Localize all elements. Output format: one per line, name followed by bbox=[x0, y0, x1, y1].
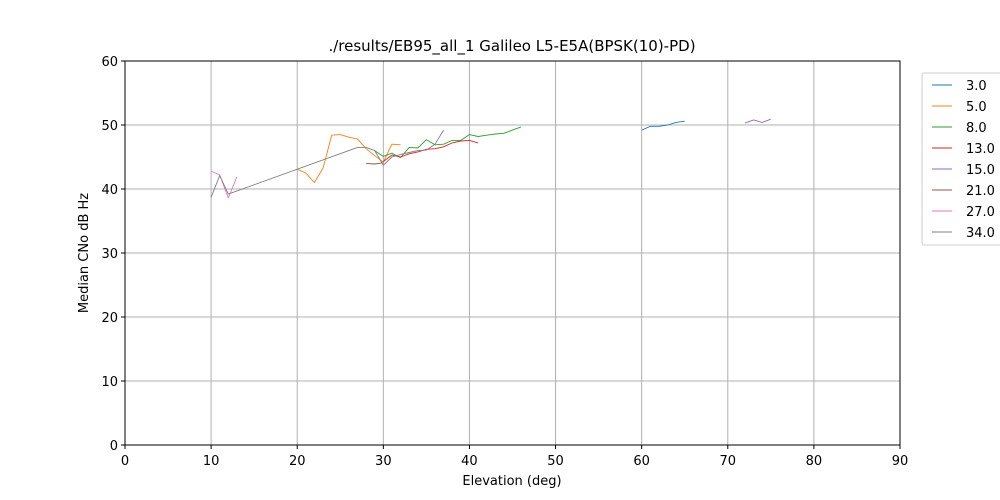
legend-label: 13.0 bbox=[966, 142, 995, 157]
legend-label: 3.0 bbox=[966, 79, 987, 94]
legend-label: 27.0 bbox=[966, 205, 995, 220]
legend: 3.0 5.0 8.0 13.0 15.0 21.0 27.0 34.0 bbox=[921, 72, 1000, 246]
series-line-13-0 bbox=[383, 139, 479, 162]
y-axis-label: Median CNo dB Hz bbox=[77, 193, 92, 313]
y-axis-ticks: 0 10 20 30 40 50 60 bbox=[101, 55, 125, 454]
y-tick-label: 30 bbox=[101, 247, 118, 262]
series-line-3-0 bbox=[641, 120, 685, 131]
x-tick-label: 0 bbox=[121, 454, 129, 469]
x-tick-label: 20 bbox=[289, 454, 306, 469]
legend-label: 34.0 bbox=[966, 226, 995, 241]
x-axis-ticks: 0 10 20 30 40 50 60 70 80 90 bbox=[121, 445, 908, 469]
x-tick-label: 60 bbox=[633, 454, 650, 469]
series-line-15-0 bbox=[744, 118, 771, 124]
y-tick-label: 0 bbox=[110, 439, 118, 454]
chart-title: ./results/EB95_all_1 Galileo L5-E5A(BPSK… bbox=[328, 37, 695, 56]
y-tick-label: 60 bbox=[101, 55, 118, 70]
series-line-5-0 bbox=[297, 134, 401, 184]
series-line-34-0 bbox=[210, 129, 444, 198]
x-tick-label: 40 bbox=[461, 454, 478, 469]
series-lines bbox=[210, 118, 771, 199]
series-line-21-0 bbox=[366, 162, 384, 165]
x-tick-label: 80 bbox=[806, 454, 823, 469]
y-tick-label: 10 bbox=[101, 375, 118, 390]
legend-label: 15.0 bbox=[966, 163, 995, 178]
legend-frame bbox=[921, 72, 1000, 246]
y-tick-label: 50 bbox=[101, 119, 118, 134]
x-tick-label: 70 bbox=[720, 454, 737, 469]
y-tick-label: 20 bbox=[101, 311, 118, 326]
legend-label: 8.0 bbox=[966, 121, 987, 136]
x-tick-label: 30 bbox=[375, 454, 392, 469]
x-tick-label: 10 bbox=[203, 454, 220, 469]
x-axis-label: Elevation (deg) bbox=[462, 474, 561, 489]
legend-label: 5.0 bbox=[966, 100, 987, 115]
x-tick-label: 90 bbox=[892, 454, 909, 469]
y-tick-label: 40 bbox=[101, 183, 118, 198]
legend-label: 21.0 bbox=[966, 184, 995, 199]
x-tick-label: 50 bbox=[547, 454, 564, 469]
series-line-27-0 bbox=[210, 170, 238, 199]
